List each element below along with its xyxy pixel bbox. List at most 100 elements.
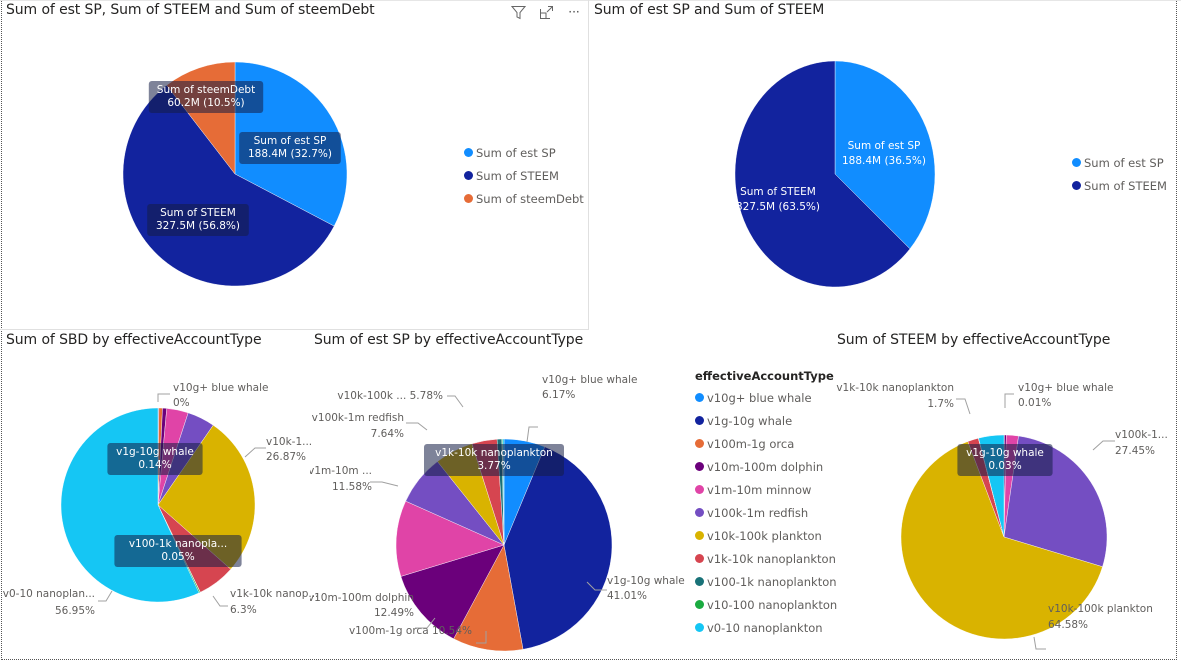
legend-marker-icon [695,554,704,563]
leader-line-v10k-100k-plankton [244,447,266,458]
pie-slice-v100m-1g-orca[interactable] [453,544,524,652]
data-label-sum-of-steem: 327.5M (56.8%) [156,220,240,232]
leader-line-v100k-1m-redfish [1092,440,1115,451]
leader-line-v10g-blue-whale [157,393,170,402]
legend-label: v1m-10m minnow [707,482,812,497]
data-label-v1g-10g-whale: 0.03% [988,460,1021,472]
data-label-v100-1k-nanoplankton: 0.05% [161,551,194,563]
legend-item-v1m-10m-minnow[interactable]: v1m-10m minnow [695,478,837,501]
data-label-value-v100k-1m-redfish: 7.64% [371,428,404,440]
leader-line-v0-10-nanoplankton [98,590,113,602]
visual-header-toolbar: ··· [510,4,582,20]
data-label-box-sum-of-steem [147,204,249,236]
legend-item-v10-100-nanoplankton[interactable]: v10-100 nanoplankton [695,593,837,616]
visual-title: Sum of est SP, Sum of STEEM and Sum of s… [6,2,375,18]
pie-slice-sum-of-est-sp[interactable] [834,60,936,250]
legend-item-sum-of-est-sp[interactable]: Sum of est SP [1072,151,1167,174]
pie-slice-sum-of-steem[interactable] [734,60,911,288]
data-label-box-v1g-10g-whale [107,443,203,475]
legend-label: Sum of est SP [476,145,556,160]
legend-item-v10m-100m-dolphin[interactable]: v10m-100m dolphin [695,455,837,478]
data-label-v1g-10g-whale: v1g-10g whale [116,446,194,458]
legend-item-v10g-blue-whale[interactable]: v10g+ blue whale [695,386,837,409]
filter-icon[interactable] [510,4,526,20]
leader-line-v10g-blue-whale [1004,393,1014,408]
legend-4: effectiveAccountType v10g+ blue whale v1g-… [695,369,837,639]
data-label-sum-of-steemdebt: 60.2M (10.5%) [167,97,244,109]
pie-slice-v10m-100m-dolphin[interactable] [400,544,505,640]
visual-est-sp-steem-debt[interactable]: Sum of est SP, Sum of STEEM and Sum of s… [0,0,589,330]
data-label-v1k-10k-nanoplankton: v1k-10k nanoplankton [435,447,553,459]
legend-label: v1g-10g whale [707,413,793,428]
data-label-v1g-10g-whale: v1g-10g whale [966,447,1044,459]
legend-2: Sum of est SP Sum of STEEM [1072,151,1167,197]
legend-item-v100-1k-nanoplankton[interactable]: v100-1k nanoplankton [695,570,837,593]
legend-item-v100k-1m-redfish[interactable]: v100k-1m redfish [695,501,837,524]
legend-item-v10k-100k-plankton[interactable]: v10k-100k plankton [695,524,837,547]
visual-title: Sum of est SP by effectiveAccountType [314,332,584,348]
pie-slice-v1g-10g-whale[interactable] [503,446,613,650]
legend-marker-icon [464,171,473,180]
data-label-box-sum-of-est-sp [239,132,341,164]
legend-label: Sum of STEEM [476,168,559,183]
data-label-box-v100-1k-nanoplankton [114,535,242,567]
legend-item-v1k-10k-nanoplankton[interactable]: v1k-10k nanoplankton [695,547,837,570]
data-label-sum-of-est-sp: 188.4M (32.7%) [248,148,332,160]
visual-est-sp-by-account-type[interactable]: Sum of est SP by effectiveAccountType v1… [310,329,840,661]
data-label-value-v10m-100m-dolphin: 12.49% [374,607,414,619]
legend-marker-icon [695,531,704,540]
data-label-v1g-10g-whale: v1g-10g whale [607,575,685,587]
data-label-sum-of-est-sp: Sum of est SP [848,140,921,152]
data-label-value-v10g-blue-whale: 0.01% [1018,397,1051,409]
data-label-v10g-blue-whale: v10g+ blue whale [1018,382,1113,394]
legend-marker-icon [695,439,704,448]
legend-label: v10m-100m dolphin [707,459,824,474]
data-label-box-v1g-10g-whale [957,444,1053,476]
legend-item-v1g-10g-whale[interactable]: v1g-10g whale [695,409,837,432]
legend-item-v0-10-nanoplankton[interactable]: v0-10 nanoplankton [695,616,837,639]
data-label-value-v100k-1m-redfish: 27.45% [1115,445,1155,457]
data-label-sum-of-steemdebt: Sum of steemDebt [157,84,255,96]
data-label-value-v1g-10g-whale: 41.01% [607,590,647,602]
legend-label: v10k-100k plankton [707,528,822,543]
data-label-v100k-1m-redfish: v100k-1... [1115,429,1168,441]
visual-sbd-by-account-type[interactable]: Sum of SBD by effectiveAccountType v1g-1… [0,329,319,661]
visual-title: Sum of SBD by effectiveAccountType [6,332,262,348]
legend-title: effectiveAccountType [695,369,834,383]
visual-steem-by-account-type[interactable]: Sum of STEEM by effectiveAccountType v1g… [830,329,1178,661]
legend-item-sum-of-steem[interactable]: Sum of STEEM [1072,174,1167,197]
legend-marker-icon [695,577,704,586]
leader-line-v10k-100k-plankton [447,395,464,408]
legend-label: Sum of STEEM [1084,178,1167,193]
data-label-v10g-blue-whale: v10g+ blue whale [542,374,637,386]
data-label-value-v10g-blue-whale: 6.17% [542,389,575,401]
legend-label: v100m-1g orca [707,436,795,451]
more-options-icon[interactable]: ··· [568,5,580,19]
legend-item-v100m-1g-orca[interactable]: v100m-1g orca [695,432,837,455]
visual-est-sp-steem[interactable]: Sum of est SP and Sum of STEEM Sum of es… [590,0,1178,329]
data-label-value-v10k-100k-plankton: 26.87% [266,451,306,463]
legend-item-sum-of-est-sp[interactable]: Sum of est SP [464,141,584,164]
leader-line-v10g-blue-whale [526,426,538,443]
focus-mode-icon[interactable] [538,4,554,20]
legend-marker-icon [1072,158,1081,167]
pie-slice-v10k-100k-plankton[interactable] [900,441,1103,640]
data-label-value-v1m-10m-minnow: 11.58% [332,481,372,493]
data-label-v1k-10k-nanoplankton: v1k-10k nanop... [230,588,318,600]
legend-label: v10g+ blue whale [707,390,812,405]
data-label-v0-10-nanoplankton: v0-10 nanoplan... [3,588,95,600]
data-label-v100k-1m-redfish: v100k-1m redfish [312,412,404,424]
data-label-v1k-10k-nanoplankton: v1k-10k nanoplankton [836,382,954,394]
legend-label: v10-100 nanoplankton [707,597,838,612]
leader-line-v100m-1g-orca [476,631,487,644]
legend-item-sum-of-steemdebt[interactable]: Sum of steemDebt [464,187,584,210]
leader-line-v100k-1m-redfish [406,422,428,431]
data-label-sum-of-steem: Sum of STEEM [160,207,236,219]
data-label-v10k-100k-plankton: v10k-100k ... 5.78% [337,390,443,402]
legend-item-sum-of-steem[interactable]: Sum of STEEM [464,164,584,187]
pie-slice-v1m-10m-minnow[interactable] [395,500,505,577]
